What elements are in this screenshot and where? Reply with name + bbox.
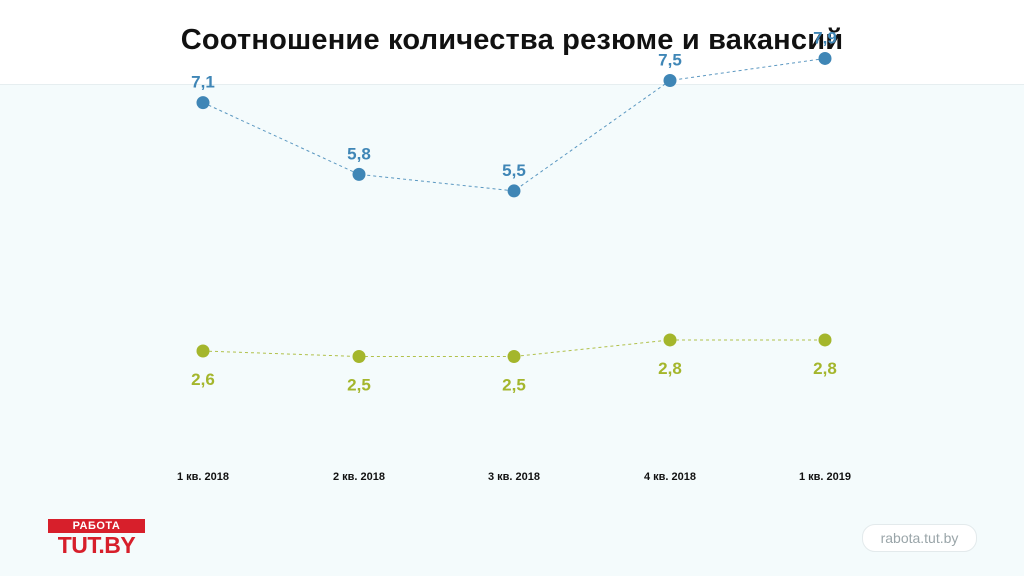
series-2-data-label: 2,5 (347, 376, 371, 395)
series-2-data-label: 2,8 (813, 359, 837, 378)
series-1-data-label: 7,5 (658, 51, 682, 70)
series-2-point-4 (663, 333, 677, 347)
series-1-data-label: 5,5 (502, 161, 526, 180)
series-2-data-label: 2,6 (191, 370, 215, 389)
series-1-point-3 (507, 184, 521, 198)
series-2-point-5 (818, 333, 832, 347)
tutby-logo[interactable]: РАБОТА TUT.BY (48, 519, 145, 558)
site-url-badge[interactable]: rabota.tut.by (862, 524, 977, 552)
series-2-line (202, 339, 825, 358)
series-1-point-1 (196, 96, 210, 110)
series-1-point-5 (818, 51, 832, 65)
logo-top-text: РАБОТА (48, 519, 145, 533)
x-tick-label: 4 кв. 2018 (644, 471, 696, 483)
series-2-data-label: 2,5 (502, 376, 526, 395)
series-1-point-4 (663, 74, 677, 88)
series-2-data-label: 2,8 (658, 359, 682, 378)
series-2-point-2 (352, 350, 366, 364)
series-1-data-label: 7,9 (813, 28, 837, 47)
series-1-line (202, 57, 826, 192)
x-tick-label: 2 кв. 2018 (333, 471, 385, 483)
series-1-point-2 (352, 167, 366, 181)
series-1-data-label: 5,8 (347, 144, 371, 163)
series-1-data-label: 7,1 (191, 73, 215, 92)
series-2-point-3 (507, 350, 521, 364)
header: Соотношение количества резюме и вакансий (0, 0, 1024, 85)
x-tick-label: 1 кв. 2018 (177, 471, 229, 483)
series-2-point-1 (196, 344, 210, 358)
x-tick-label: 1 кв. 2019 (799, 471, 851, 483)
logo-bottom-text: TUT.BY (57, 532, 136, 558)
x-tick-label: 3 кв. 2018 (488, 471, 540, 483)
chart-title: Соотношение количества резюме и вакансий (180, 24, 844, 56)
